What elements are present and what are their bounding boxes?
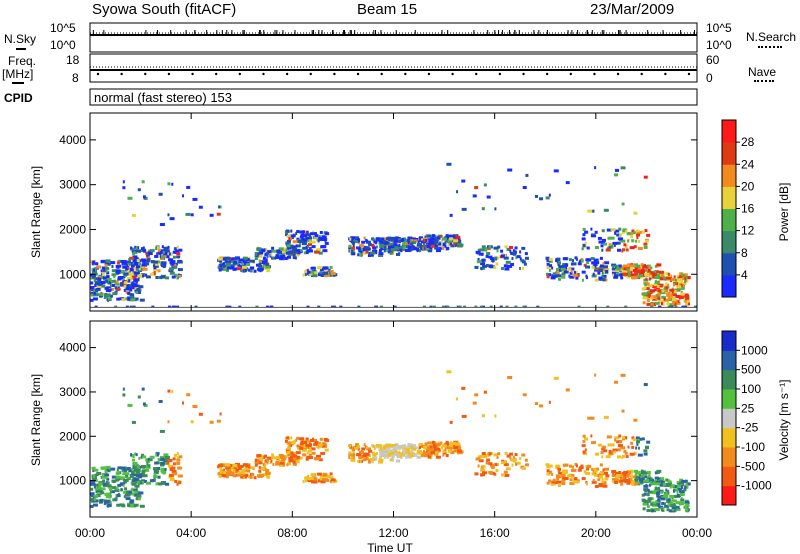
power-colorbar-label: Power [dB] [777, 183, 791, 242]
power-colorbar-swatch [722, 186, 736, 209]
range-tick-label: 4000 [59, 133, 86, 147]
velocity-colorbar-tick-label: 25 [741, 401, 755, 415]
range-tick-label: 2000 [59, 222, 86, 236]
sky-tick-bottom: 10^0 [50, 38, 76, 52]
velocity-colorbar-swatch [722, 447, 736, 467]
power-colorbar-tick-label: 20 [741, 179, 755, 193]
power-colorbar-tick-label: 4 [741, 268, 748, 282]
nave-tick-bottom: 0 [706, 71, 713, 85]
time-tick-label: 04:00 [176, 526, 206, 540]
cpid-label: CPID [4, 91, 33, 105]
velocity-colorbar: -1000 -500 -100 -25 25 100 500 1000 [721, 330, 772, 506]
power-colorbar-tick-label: 16 [741, 202, 755, 216]
velocity-colorbar-swatch [722, 369, 736, 390]
range-tick-label: 1000 [59, 267, 86, 281]
velocity-colorbar-swatch [722, 331, 736, 351]
power-colorbar-tick-label: 8 [741, 246, 748, 260]
beam-label: Beam 15 [357, 1, 418, 18]
power-ylabel: Slant Range [km] [29, 166, 43, 258]
freq-legend-line [12, 82, 24, 84]
search-tick-top: 10^5 [706, 21, 732, 35]
velocity-colorbar-label: Velocity [m s⁻¹] [777, 379, 791, 460]
range-tick-label: 2000 [59, 429, 86, 443]
velocity-colorbar-tick-label: -500 [741, 459, 765, 473]
sky-tick-top: 10^5 [50, 21, 76, 35]
n-sky-legend-line [16, 48, 26, 50]
mhz-label: [MHz] [2, 67, 34, 81]
power-colorbar-tick-label: 12 [741, 224, 755, 238]
range-tick-label: 4000 [59, 341, 86, 355]
power-colorbar-swatch [722, 230, 736, 254]
power-colorbar-swatch [722, 208, 736, 232]
nave-tick-top: 60 [706, 53, 720, 67]
velocity-colorbar-tick-label: 1000 [741, 343, 768, 357]
time-tick-label: 08:00 [277, 526, 307, 540]
nave-legend-line [754, 80, 774, 82]
n-search-label: N.Search [746, 30, 797, 44]
time-axis-label: Time UT [367, 541, 413, 554]
power-colorbar-swatch [722, 142, 736, 165]
time-tick-label: 12:00 [378, 526, 408, 540]
time-tick-label: 00:00 [682, 526, 712, 540]
search-tick-bottom: 10^0 [706, 38, 732, 52]
time-tick-label: 20:00 [581, 526, 611, 540]
cpid-panel [89, 88, 698, 106]
cpid-text: normal (fast stereo) 153 [94, 90, 233, 105]
freq-tick-bottom: 8 [72, 71, 79, 85]
velocity-ylabel: Slant Range [km] [29, 374, 43, 466]
power-colorbar: 4 8 12 16 20 24 28 [721, 119, 755, 298]
freq-label: Freq. [8, 54, 37, 68]
velocity-colorbar-tick-label: -1000 [741, 479, 772, 493]
power-colorbar-swatch [722, 120, 736, 143]
power-colorbar-swatch [722, 164, 736, 187]
power-colorbar-tick-label: 28 [741, 135, 755, 149]
n-search-legend-line [758, 46, 782, 48]
velocity-colorbar-tick-label: -100 [741, 440, 765, 454]
range-tick-label: 3000 [59, 385, 86, 399]
power-colorbar-tick-label: 24 [741, 157, 755, 171]
n-sky-label: N.Sky [4, 32, 37, 46]
velocity-colorbar-swatch [722, 408, 736, 429]
velocity-colorbar-tick-label: 100 [741, 382, 761, 396]
freq-nave-panel [89, 53, 698, 83]
range-tick-label: 3000 [59, 178, 86, 192]
velocity-colorbar-swatch [722, 389, 736, 409]
plot-title: Syowa South (fitACF) [92, 1, 237, 18]
time-tick-label: 00:00 [75, 526, 105, 540]
power-colorbar-swatch [722, 274, 736, 298]
velocity-colorbar-swatch [722, 427, 736, 448]
time-tick-label: 16:00 [480, 526, 510, 540]
freq-tick-top: 18 [66, 53, 80, 67]
sky-search-panel [89, 22, 698, 53]
power-heatmap [90, 162, 698, 308]
date-label: 23/Mar/2009 [590, 1, 675, 18]
velocity-colorbar-tick-label: 500 [741, 363, 761, 377]
velocity-colorbar-swatch [722, 350, 736, 371]
power-colorbar-swatch [722, 252, 736, 276]
velocity-heatmap [90, 370, 691, 513]
velocity-colorbar-tick-label: -25 [741, 421, 759, 435]
sky-search-trace [90, 30, 697, 36]
nave-label: Nave [748, 65, 777, 79]
velocity-colorbar-swatch [722, 466, 736, 487]
range-tick-label: 1000 [59, 474, 86, 488]
freq-nave-trace [90, 66, 697, 76]
velocity-colorbar-swatch [722, 485, 736, 506]
